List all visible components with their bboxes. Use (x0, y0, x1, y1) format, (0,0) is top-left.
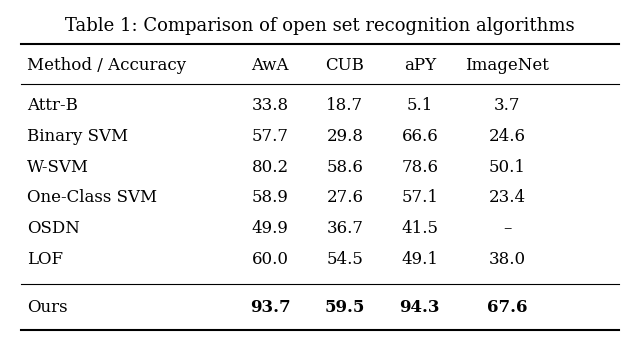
Text: 78.6: 78.6 (401, 159, 438, 176)
Text: 58.6: 58.6 (326, 159, 364, 176)
Text: CUB: CUB (326, 57, 364, 74)
Text: 49.9: 49.9 (252, 220, 289, 237)
Text: W-SVM: W-SVM (27, 159, 89, 176)
Text: Binary SVM: Binary SVM (27, 128, 128, 145)
Text: 57.7: 57.7 (252, 128, 289, 145)
Text: Attr-B: Attr-B (27, 97, 78, 114)
Text: 41.5: 41.5 (401, 220, 438, 237)
Text: OSDN: OSDN (27, 220, 80, 237)
Text: 24.6: 24.6 (488, 128, 525, 145)
Text: 58.9: 58.9 (252, 189, 289, 206)
Text: AwA: AwA (252, 57, 289, 74)
Text: 29.8: 29.8 (326, 128, 364, 145)
Text: 57.1: 57.1 (401, 189, 438, 206)
Text: Ours: Ours (27, 299, 68, 316)
Text: 50.1: 50.1 (488, 159, 525, 176)
Text: 36.7: 36.7 (326, 220, 364, 237)
Text: ImageNet: ImageNet (465, 57, 549, 74)
Text: Table 1: Comparison of open set recognition algorithms: Table 1: Comparison of open set recognit… (65, 17, 575, 35)
Text: 23.4: 23.4 (488, 189, 525, 206)
Text: 3.7: 3.7 (494, 97, 520, 114)
Text: 49.1: 49.1 (401, 251, 438, 267)
Text: LOF: LOF (27, 251, 63, 267)
Text: 66.6: 66.6 (401, 128, 438, 145)
Text: 59.5: 59.5 (324, 299, 365, 316)
Text: 5.1: 5.1 (406, 97, 433, 114)
Text: Method / Accuracy: Method / Accuracy (27, 57, 186, 74)
Text: 93.7: 93.7 (250, 299, 291, 316)
Text: 27.6: 27.6 (326, 189, 364, 206)
Text: 54.5: 54.5 (326, 251, 364, 267)
Text: 60.0: 60.0 (252, 251, 289, 267)
Text: 18.7: 18.7 (326, 97, 364, 114)
Text: 38.0: 38.0 (488, 251, 525, 267)
Text: One-Class SVM: One-Class SVM (27, 189, 157, 206)
Text: 80.2: 80.2 (252, 159, 289, 176)
Text: 94.3: 94.3 (399, 299, 440, 316)
Text: aPY: aPY (404, 57, 436, 74)
Text: 67.6: 67.6 (487, 299, 527, 316)
Text: 33.8: 33.8 (252, 97, 289, 114)
Text: –: – (503, 220, 511, 237)
